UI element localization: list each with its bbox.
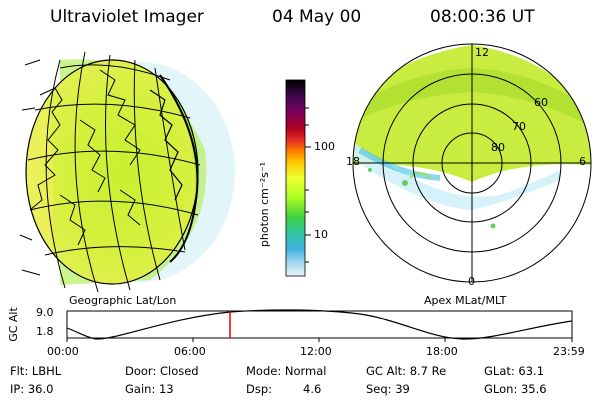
time-label: 08:00:36 UT bbox=[430, 7, 535, 27]
mlt-label-12: 12 bbox=[475, 46, 489, 59]
xtick-2359: 23:59 bbox=[553, 345, 585, 358]
info-glat: GLat: 63.1 bbox=[484, 364, 545, 378]
altitude-curve bbox=[66, 309, 573, 340]
info-mode: Mode: Normal bbox=[246, 364, 327, 378]
mlt-label-6: 6 bbox=[579, 155, 586, 168]
info-ip: IP: 36.0 bbox=[10, 382, 54, 396]
mlat-label-80: 80 bbox=[491, 141, 505, 154]
info-dsp-value: 4.6 bbox=[303, 382, 322, 396]
info-dsp-label: Dsp: bbox=[246, 382, 273, 396]
xtick-1800: 18:00 bbox=[426, 345, 458, 358]
info-filter: Flt: LBHL bbox=[10, 364, 62, 378]
mlt-label-18: 18 bbox=[346, 155, 360, 168]
altitude-plot bbox=[66, 309, 573, 342]
mlat-label-70: 70 bbox=[512, 120, 526, 133]
mlat-label-60: 60 bbox=[534, 96, 548, 109]
geographic-label: Geographic Lat/Lon bbox=[69, 294, 177, 307]
info-gc-alt: GC Alt: 8.7 Re bbox=[366, 364, 447, 378]
apex-label: Apex MLat/MLT bbox=[424, 294, 507, 307]
altitude-ylabel: GC Alt bbox=[6, 307, 20, 342]
info-gain: Gain: 13 bbox=[125, 382, 174, 396]
xtick-0000: 00:00 bbox=[47, 345, 79, 358]
instrument-title: Ultraviolet Imager bbox=[50, 7, 204, 27]
mlt-label-0: 0 bbox=[468, 275, 475, 288]
geographic-globe bbox=[19, 51, 235, 293]
colorbar-tick-100: 100 bbox=[314, 140, 335, 153]
xtick-0600: 06:00 bbox=[174, 345, 206, 358]
colorbar-unit-label: photon cm⁻²s⁻¹ bbox=[258, 161, 272, 248]
altitude-ytick-9: 9.0 bbox=[36, 306, 54, 319]
altitude-ytick-1.8: 1.8 bbox=[36, 325, 54, 338]
colorbar bbox=[285, 79, 311, 277]
date-label: 04 May 00 bbox=[272, 7, 362, 27]
info-door: Door: Closed bbox=[125, 364, 199, 378]
colorbar-tick-10: 10 bbox=[314, 228, 328, 241]
polar-plot bbox=[352, 43, 592, 283]
xtick-1200: 12:00 bbox=[300, 345, 332, 358]
info-seq: Seq: 39 bbox=[366, 382, 410, 396]
info-glon: GLon: 35.6 bbox=[484, 382, 547, 396]
